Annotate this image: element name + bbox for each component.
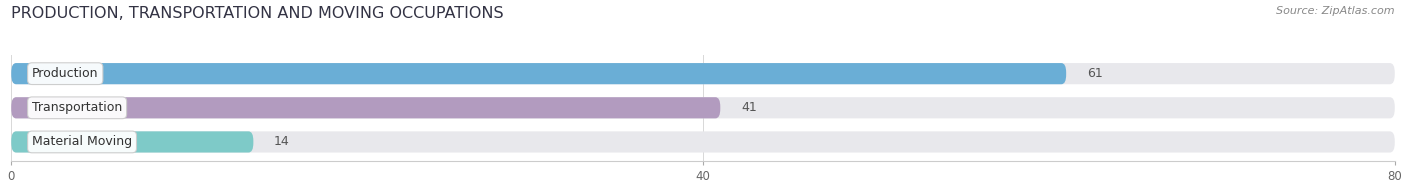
Text: 61: 61 [1087, 67, 1102, 80]
Text: 14: 14 [274, 135, 290, 148]
FancyBboxPatch shape [11, 97, 1395, 118]
Text: PRODUCTION, TRANSPORTATION AND MOVING OCCUPATIONS: PRODUCTION, TRANSPORTATION AND MOVING OC… [11, 6, 503, 21]
FancyBboxPatch shape [11, 131, 253, 152]
Text: 41: 41 [741, 101, 756, 114]
Text: Material Moving: Material Moving [32, 135, 132, 148]
Text: Production: Production [32, 67, 98, 80]
FancyBboxPatch shape [11, 63, 1066, 84]
Text: Source: ZipAtlas.com: Source: ZipAtlas.com [1277, 6, 1395, 16]
FancyBboxPatch shape [11, 131, 1395, 152]
FancyBboxPatch shape [11, 97, 720, 118]
Text: Transportation: Transportation [32, 101, 122, 114]
FancyBboxPatch shape [11, 63, 1395, 84]
